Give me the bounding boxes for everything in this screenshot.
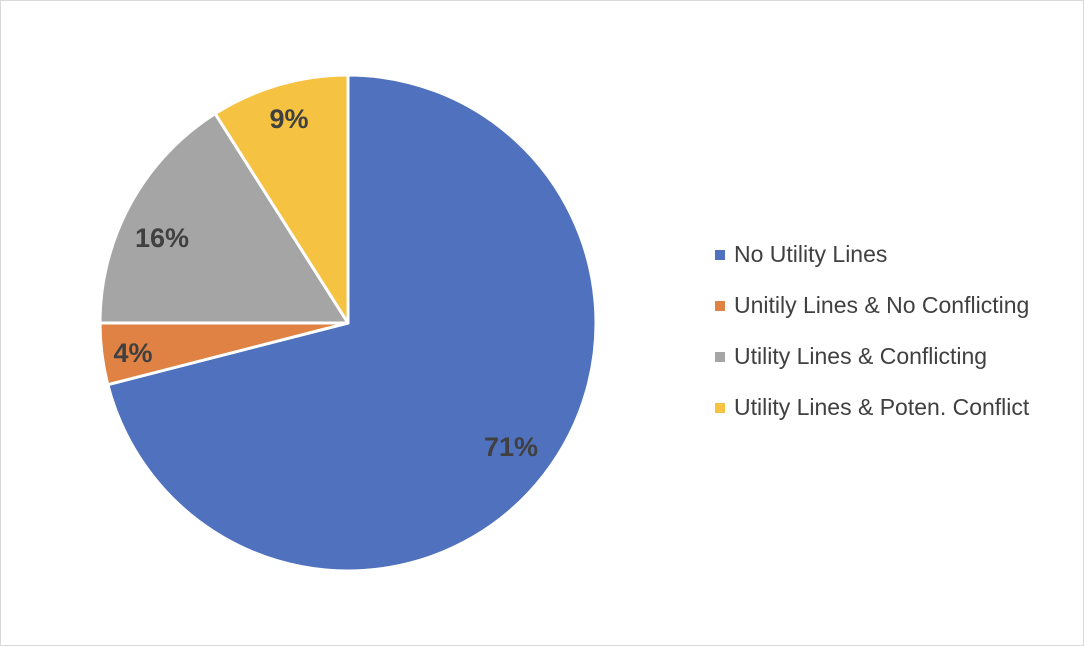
legend-label: Utility Lines & Conflicting: [734, 343, 988, 369]
data-label-utility-lines-conflicting: 16%: [135, 223, 189, 253]
legend-item-no-utility-lines: No Utility Lines: [715, 229, 1075, 280]
legend-label: Utility Lines & Poten. Conflict: [734, 394, 1030, 420]
legend-swatch: [715, 300, 725, 311]
data-label-no-utility-lines: 71%: [484, 432, 538, 462]
legend-item-utility-lines-poten-conflict: Utility Lines & Poten. Conflict: [715, 382, 1075, 433]
legend-swatch: [715, 351, 725, 362]
legend-swatch: [715, 249, 725, 260]
legend-label: No Utility Lines: [734, 241, 888, 267]
pie-slice-no-utility-lines: [106, 73, 598, 573]
legend: No Utility Lines Unitily Lines & No Conf…: [715, 229, 1075, 433]
legend-swatch: [715, 402, 725, 413]
legend-item-unitily-lines-no-conflicting: Unitily Lines & No Conflicting: [715, 280, 1075, 331]
data-label-utility-lines-poten-conflict: 9%: [269, 104, 308, 134]
data-label-unitily-lines-no-conflicting: 4%: [113, 338, 152, 368]
pie-slice-utility-lines-conflicting: [98, 112, 350, 325]
legend-item-utility-lines-conflicting: Utility Lines & Conflicting: [715, 331, 1075, 382]
legend-label: Unitily Lines & No Conflicting: [734, 292, 1030, 318]
pie-slice-utility-lines-poten-conflict: [213, 73, 350, 325]
